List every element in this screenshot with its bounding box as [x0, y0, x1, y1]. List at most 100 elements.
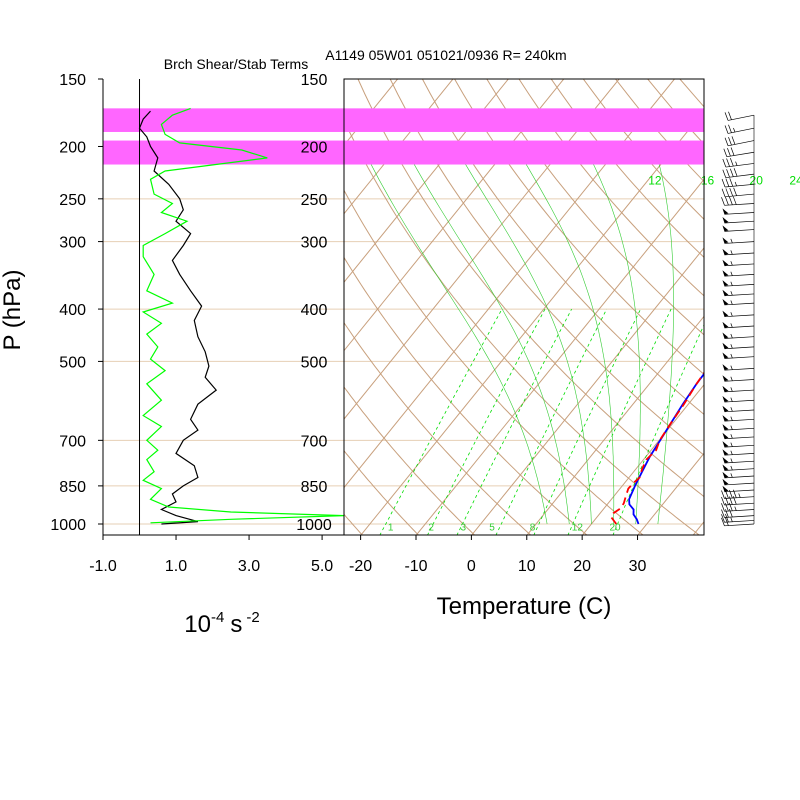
- shear-stab-panel: 150 200 250 300 400 500 700 850 1000 -1.0 1.0 3.0 5.…: [50, 72, 345, 575]
- isotherm-line: [637, 452, 704, 535]
- wind-barb: [721, 178, 755, 188]
- wind-barb: [721, 489, 755, 499]
- skewt-x-axis-label: Temperature (C): [437, 593, 612, 620]
- left-y-tick-label: 500: [59, 354, 86, 371]
- wind-barb: [721, 517, 755, 527]
- highlight-band: [344, 108, 704, 132]
- dry-adiabat-line: [550, 79, 704, 258]
- skewt-y-tick-label: 250: [301, 192, 328, 209]
- dry-adiabat-line: [486, 79, 704, 336]
- isotherm-line: [360, 110, 704, 535]
- dry-adiabat-line: [344, 119, 700, 535]
- wind-barb: [722, 225, 755, 232]
- moist-adiabat-line: [361, 146, 548, 525]
- wind-barb: [722, 270, 755, 277]
- wind-barb: [722, 405, 755, 413]
- mixing-ratio-line: [456, 308, 572, 535]
- bottom-line-label: 8: [530, 522, 536, 533]
- isotherm-line: [344, 79, 399, 147]
- wind-barb: [722, 464, 755, 471]
- left-y-tick-label: 400: [59, 302, 86, 319]
- wind-barb: [723, 147, 755, 158]
- wind-barb: [722, 364, 755, 371]
- skewt-highlight-bands: [344, 108, 704, 165]
- wind-barb: [721, 513, 755, 523]
- wind-barb: [722, 259, 755, 267]
- isotherm-line: [344, 79, 454, 215]
- dry-adiabat-line: [793, 63, 800, 536]
- wind-barb: [722, 456, 755, 464]
- mixing-ratio-line: [495, 308, 608, 535]
- dry-adiabat-line: [357, 79, 704, 498]
- left-y-tick-label: 200: [59, 139, 86, 156]
- wind-barb: [722, 208, 755, 215]
- wind-barb: [724, 111, 755, 121]
- moist-adiabat-line: [454, 146, 592, 525]
- skewt-y-tick-label: 850: [301, 479, 328, 496]
- wind-barb: [722, 471, 755, 479]
- isotherm-line: [0, 63, 189, 536]
- dry-adiabat-line: [518, 79, 704, 297]
- left-x-tick-label: 3.0: [238, 558, 260, 575]
- skewt-profiles: [609, 371, 704, 525]
- dry-adiabat-line: [99, 63, 307, 536]
- wind-barb: [724, 124, 755, 134]
- left-panel-title: Brch Shear/Stab Terms: [164, 56, 308, 72]
- wind-barb: [722, 280, 755, 287]
- wind-barb: [722, 385, 755, 393]
- bottom-line-label: 2: [428, 522, 434, 533]
- left-axes: [98, 78, 344, 540]
- stability-term-line: [141, 107, 345, 524]
- wind-barb: [722, 415, 755, 422]
- dewpoint-profile-line: [609, 371, 704, 525]
- wind-barb: [722, 432, 755, 440]
- wind-barb: [721, 196, 755, 206]
- highlight-band: [344, 140, 704, 165]
- dry-adiabat-line: [421, 79, 704, 416]
- bottom-line-label: 1: [388, 522, 394, 533]
- wind-barb: [721, 187, 755, 198]
- left-y-tick-label: 300: [59, 235, 86, 252]
- wind-barb: [722, 449, 755, 456]
- isotherm-line: [0, 63, 245, 536]
- left-x-tick-label: 5.0: [311, 558, 333, 575]
- skewt-tick-labels: 150 200 250 300 400 500 700 850 1000 -20 -10 0 10 20 3…: [296, 72, 646, 575]
- dry-adiabat-line: [344, 449, 420, 535]
- mixing-ratio-line: [567, 308, 672, 535]
- wind-barb: [722, 441, 755, 448]
- dry-adiabat-line: [679, 79, 704, 108]
- dry-adiabat-line: [730, 63, 800, 536]
- wind-barb: [721, 496, 755, 506]
- wind-barb: [722, 424, 755, 431]
- wind-barb: [721, 502, 755, 512]
- moist-adiabat-line: [404, 146, 570, 525]
- dry-adiabat-line: [389, 79, 704, 456]
- dry-adiabat-line: [344, 256, 588, 535]
- left-y-tick-label: 150: [59, 72, 86, 89]
- isotherm-line: [526, 315, 704, 535]
- left-highlight-bands: [103, 108, 344, 165]
- wind-barb: [722, 168, 755, 179]
- mixing-ratio-label: 24: [789, 173, 800, 187]
- left-y-axis-label: P (hPa): [0, 270, 26, 351]
- left-y-tick-label: 250: [59, 192, 86, 209]
- skewt-x-tick-label: 10: [518, 558, 536, 575]
- skewt-y-tick-label: 400: [301, 302, 328, 319]
- wind-barb: [722, 332, 755, 339]
- left-tick-labels: 150 200 250 300 400 500 700 850 1000 -1.0 1.0 3.0 5.…: [50, 72, 333, 575]
- mixing-ratio-label: 12: [648, 173, 662, 187]
- wind-barb: [722, 248, 755, 256]
- isotherm-line: [0, 63, 355, 536]
- bottom-line-label: 20: [609, 522, 621, 533]
- highlight-band: [103, 108, 344, 132]
- skewt-frame: [343, 78, 705, 536]
- wind-barb: [722, 310, 755, 318]
- mixing-ratio-label: 16: [701, 173, 715, 187]
- bottom-line-label: 12: [572, 522, 584, 533]
- xlabel-exponent-2: -2: [246, 609, 259, 626]
- main-title: A1149 05W01 051021/0936 R= 240km: [325, 47, 566, 63]
- wind-barb-column: [721, 111, 755, 527]
- left-pressure-gridlines: [103, 145, 344, 525]
- dry-adiabat-line: [698, 63, 800, 536]
